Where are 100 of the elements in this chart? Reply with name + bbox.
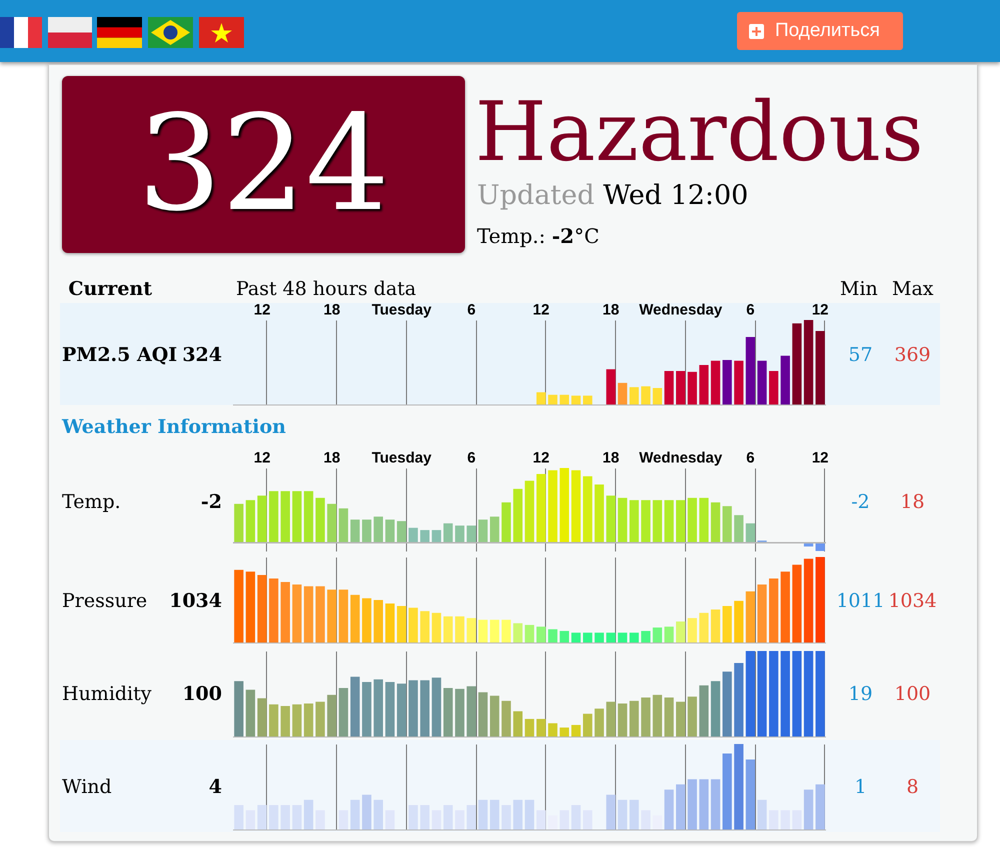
text: 4 [208, 775, 222, 800]
bar [513, 488, 523, 543]
bar [246, 810, 256, 830]
bar [699, 498, 709, 543]
x-tick-label: 6 [746, 450, 755, 466]
bar [618, 382, 628, 405]
bar [641, 697, 650, 737]
y-axis-title: PM2.5 AQI [62, 343, 178, 368]
text: 1011 [835, 589, 886, 614]
bar [524, 800, 534, 830]
text: 100 [182, 682, 222, 707]
y-axis-title: Wind [62, 775, 112, 800]
y-axis-title: Pressure [62, 589, 148, 614]
bar [350, 520, 360, 543]
text: Wed 12:00 [603, 180, 748, 211]
x-tick-label: Tuesday [372, 302, 432, 318]
text: Max [892, 277, 934, 302]
bar [816, 331, 825, 405]
bar [548, 629, 558, 643]
bar [722, 672, 732, 737]
bar [513, 800, 523, 830]
bar [688, 618, 697, 643]
bar [396, 606, 406, 643]
bar [269, 578, 278, 643]
bar [280, 582, 290, 643]
bar [676, 371, 686, 405]
bar [618, 632, 628, 643]
bar [316, 586, 325, 643]
bar [374, 800, 383, 830]
bar [757, 360, 767, 405]
text: 1 [853, 775, 868, 800]
bar [234, 504, 244, 543]
bar [757, 584, 767, 643]
bar [769, 810, 778, 830]
bar [664, 500, 674, 543]
bar [629, 500, 639, 543]
bar [780, 651, 790, 737]
bar [688, 498, 697, 543]
bar [478, 620, 488, 643]
bar [582, 714, 592, 737]
bar [594, 708, 604, 737]
x-tick-label: 18 [602, 450, 620, 466]
x-tick-label: 12 [812, 302, 829, 318]
bar [606, 369, 616, 405]
bar [560, 810, 570, 830]
text: Weather Information [62, 415, 286, 440]
bar [699, 612, 709, 643]
bar [478, 692, 488, 737]
text: Min [840, 277, 878, 302]
bar [757, 651, 767, 737]
text: Current [67, 277, 152, 302]
bar [362, 520, 372, 543]
bar [676, 702, 686, 737]
bar [408, 680, 418, 737]
text: -2 [200, 490, 222, 515]
bar [629, 387, 639, 405]
bar [490, 620, 500, 643]
bar [513, 623, 523, 643]
bar [350, 594, 360, 643]
bar [443, 688, 453, 737]
bar [396, 684, 406, 737]
bar [652, 388, 662, 405]
bar [280, 491, 290, 543]
bar [327, 694, 336, 737]
bar [432, 530, 442, 543]
x-tick-label: Wednesday [639, 450, 723, 466]
text: 100 [893, 682, 932, 707]
x-tick-label: 12 [254, 450, 270, 466]
bar [699, 685, 709, 737]
bar [385, 682, 395, 737]
bar [374, 600, 383, 643]
bar [582, 632, 592, 643]
bar [641, 500, 650, 543]
bar [582, 810, 592, 830]
bar [327, 504, 336, 543]
x-tick-label: 6 [746, 302, 755, 318]
bar [292, 805, 302, 830]
bar [571, 396, 581, 405]
bar [374, 516, 383, 543]
bar [338, 590, 348, 643]
x-tick-label: 12 [532, 302, 550, 318]
text: 8 [905, 775, 920, 800]
bar [629, 800, 639, 830]
bar [746, 337, 756, 405]
x-tick-label: 6 [467, 302, 476, 318]
text: Past 48 hours data [236, 277, 416, 302]
bar [246, 500, 256, 543]
bar [524, 480, 534, 543]
bar [443, 523, 453, 543]
bar [362, 682, 372, 737]
bar [536, 810, 546, 830]
x-tick-label: Tuesday [372, 450, 432, 466]
bar [734, 744, 744, 830]
bar [502, 805, 511, 830]
bar [443, 616, 453, 643]
bar [536, 392, 546, 405]
bar [792, 323, 802, 405]
bar [792, 810, 802, 830]
bar [374, 679, 383, 737]
bar [722, 360, 732, 405]
